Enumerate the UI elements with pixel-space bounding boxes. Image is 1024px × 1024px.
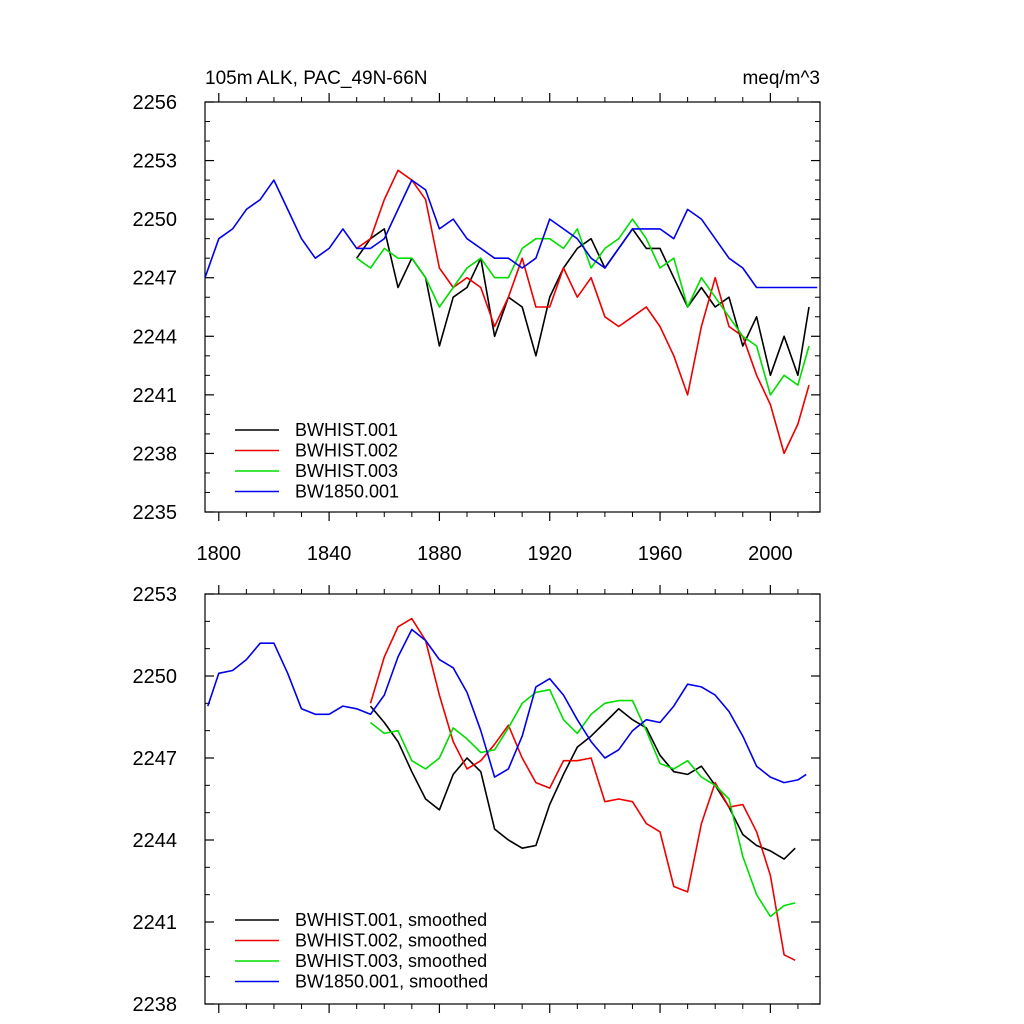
x-tick-label: 1880	[417, 543, 462, 565]
series-line-2	[370, 688, 796, 918]
series-line-3	[205, 179, 818, 289]
y-tick-label: 2238	[133, 994, 178, 1016]
y-tick-label: 2244	[133, 830, 178, 852]
legend-label: BWHIST.001	[295, 420, 398, 440]
bottom-panel: 2238 2241 2244 2247 2250 2253 BWHIST.001, smoo…	[133, 584, 821, 1016]
legend-label: BWHIST.002	[295, 441, 398, 461]
y-tick-label: 2250	[133, 666, 178, 688]
top-panel: 2235 2238 2241 2244 2247 2250 2253 2256 1800 1840…	[133, 68, 821, 565]
y-tick-label: 2250	[133, 209, 178, 231]
y-tick-label: 2247	[133, 268, 178, 290]
series-line-3	[207, 628, 807, 784]
plot-frame	[204, 593, 821, 1005]
y-tick-label: 2253	[133, 151, 178, 173]
chart-title-left: 105m ALK, PAC_49N-66N	[205, 68, 428, 89]
y-tick-label: 2253	[133, 584, 178, 606]
series-line-1	[356, 169, 810, 455]
y-tick-label: 2238	[133, 443, 178, 465]
y-tick-label: 2241	[133, 385, 178, 407]
x-tick-label: 1840	[307, 543, 352, 565]
x-tick-label: 1920	[527, 543, 572, 565]
x-tick-label: 2000	[748, 543, 793, 565]
legend-label: BWHIST.002, smoothed	[295, 931, 487, 951]
series-line-0	[356, 228, 810, 377]
legend-label: BW1850.001	[295, 482, 399, 502]
x-tick-label: 1800	[197, 543, 242, 565]
x-tick-label: 1960	[638, 543, 683, 565]
y-tick-label: 2241	[133, 912, 178, 934]
legend-label: BWHIST.003, smoothed	[295, 951, 487, 971]
plot-frame	[204, 101, 821, 513]
chart-title-right: meq/m^3	[742, 68, 820, 89]
series-line-1	[369, 617, 796, 962]
y-tick-label: 2244	[133, 326, 178, 348]
legend-label: BWHIST.001, smoothed	[295, 910, 487, 930]
y-tick-label: 2256	[133, 92, 178, 114]
y-tick-label: 2235	[133, 502, 178, 524]
y-tick-label: 2247	[133, 748, 178, 770]
legend-label: BWHIST.003	[295, 461, 398, 481]
legend-label: BW1850.001, smoothed	[295, 972, 488, 992]
